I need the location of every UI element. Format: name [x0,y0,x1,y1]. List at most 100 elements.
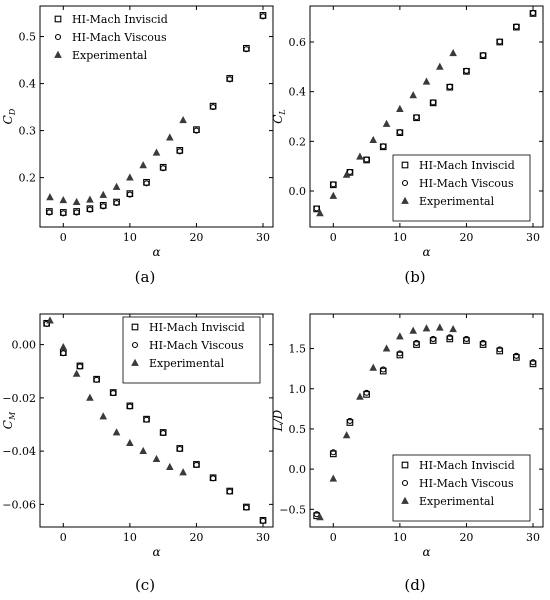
data-point [226,488,233,495]
panel-3: 0 10 20 30 0.00 −0.02 −0.04 −0.06 α CM HI-Mach Inv… [1,313,274,559]
legend-marker-triangle [54,50,62,58]
y-tick-label: 0.6 [289,36,307,49]
data-point [210,475,217,482]
data-point [529,359,537,366]
data-point [226,76,233,83]
data-point [446,335,454,343]
y-axis-label-main: C [1,420,15,429]
data-point [342,431,351,439]
x-tick-label: 10 [393,531,407,544]
data-point [430,99,437,106]
data-point [479,341,487,348]
data-point [449,48,457,57]
y-axis-label: CL [271,109,287,124]
legend-marker-circle [54,33,62,41]
data-point [429,337,437,344]
y-axis-label-sub: M [8,411,17,421]
data-point [329,450,337,458]
series-square [313,335,537,520]
data-point [76,363,83,370]
x-tick-label: 10 [123,231,137,244]
data-point [409,91,417,99]
y-tick-label: 0.2 [19,172,37,185]
x-tick-label: 0 [330,231,337,244]
data-point [430,335,437,342]
data-point [46,316,54,324]
y-tick-label: 0.0 [289,463,307,476]
data-point [59,343,68,351]
data-point [463,335,470,342]
legend-marker-triangle [401,496,409,504]
legend: HI-Mach Inviscid HI-Mach Viscous Experimen… [54,13,168,62]
axes-frame [39,313,274,528]
axes-frame [309,5,544,228]
data-point [243,504,250,511]
data-point [143,180,150,187]
panel-label-d: (d) [404,576,425,594]
legend-label: Experimental [149,357,225,370]
data-point [382,344,391,352]
data-point [436,323,444,331]
x-tick-label: 0 [60,231,67,244]
data-point [139,161,147,169]
data-point [369,135,378,143]
data-point [422,324,431,332]
series-circle [43,320,267,524]
legend-label: HI-Mach Inviscid [149,321,245,334]
panel-4: 0 10 20 30 −0.5 0.0 0.5 1.0 1.5 α L/D HI-Mach Invis… [271,313,544,559]
data-point [86,195,94,203]
x-tick-label: 30 [256,531,270,544]
data-point [93,376,100,383]
legend-frame [392,454,531,522]
legend-marker-triangle [131,358,139,366]
data-point [43,320,50,327]
y-tick-label: 0.4 [19,78,37,91]
data-point [313,205,320,212]
data-point [413,339,420,346]
y-axis-label-sub: D [8,108,17,116]
y-tick-label: 0.2 [289,135,307,148]
axes-frame [39,5,274,228]
data-point [330,181,337,188]
y-axis-label: CD [1,108,17,124]
data-point [112,182,121,190]
data-point [316,209,324,217]
y-tick-label: 1.5 [289,343,307,356]
legend-label: HI-Mach Viscous [149,339,244,352]
panel-label-b: (b) [404,268,425,286]
data-point [369,363,378,371]
x-tick-label: 30 [526,531,540,544]
y-tick-label: 0.3 [19,125,37,138]
series-circle [313,9,537,212]
data-point [380,366,387,373]
data-point [46,209,53,216]
data-point [152,454,161,463]
data-point [60,210,67,217]
legend-label: HI-Mach Inviscid [72,13,168,26]
legend-marker-triangle [401,196,409,204]
legend-label: HI-Mach Inviscid [419,459,515,472]
data-point [346,417,353,424]
data-point [363,389,370,396]
legend-marker-circle [401,479,409,487]
data-point [110,390,117,397]
data-point [100,203,107,210]
data-point [446,334,453,341]
data-point [179,116,187,124]
data-point [346,168,353,175]
data-point [329,474,338,482]
data-point [99,190,108,198]
legend-label: Experimental [72,49,148,62]
y-tick-label: 1.0 [289,383,307,396]
data-point [379,367,387,375]
data-point [176,445,183,453]
data-point [193,127,200,134]
series-triangle [316,323,457,521]
legend-marker-square [401,461,409,469]
data-point [193,461,200,469]
data-point [463,67,470,74]
data-point [126,403,133,410]
